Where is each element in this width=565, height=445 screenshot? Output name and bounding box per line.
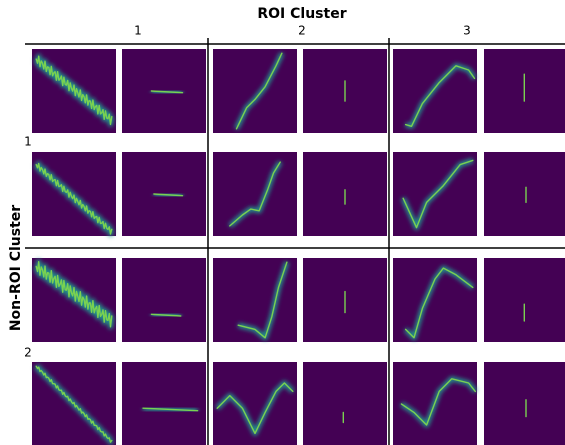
column-label: 2 (298, 24, 306, 38)
figure: ROI Cluster 1 2 3 Non-ROI Cluster 1 2 (0, 0, 565, 445)
thumbnail (32, 258, 116, 342)
thumbnail (303, 49, 387, 133)
thumbnail (303, 258, 387, 342)
thumbnail (122, 152, 206, 236)
thumbnail (393, 152, 477, 236)
column-label: 1 (134, 24, 142, 38)
row-label: 2 (24, 346, 32, 360)
page: ROI Cluster 1 2 3 Non-ROI Cluster 1 2 ((… (0, 0, 565, 445)
thumbnail-background (122, 258, 206, 342)
thumbnail (122, 49, 206, 133)
row-label: 1 (24, 135, 32, 149)
thumbnail-background (213, 49, 297, 133)
thumbnail-background (213, 152, 297, 236)
thumbnail (484, 258, 565, 342)
thumbnail (122, 258, 206, 342)
thumbnail (213, 49, 297, 133)
thumbnail (303, 362, 387, 445)
thumbnail (393, 362, 477, 445)
thumbnail (303, 152, 387, 236)
thumbnail (393, 49, 477, 133)
thumbnail (32, 362, 116, 445)
thumbnail (393, 258, 477, 342)
thumbnail (213, 152, 297, 236)
thumbnail (213, 258, 297, 342)
thumbnail-background (122, 362, 206, 445)
thumbnail (213, 362, 297, 445)
thumbnail (484, 362, 565, 445)
thumbnail-background (303, 362, 387, 445)
row-axis-label: Non-ROI Cluster (8, 205, 24, 331)
thumbnail-background (484, 258, 565, 342)
thumbnail (484, 152, 565, 236)
thumbnail (484, 49, 565, 133)
figure-title: ROI Cluster (257, 6, 346, 22)
column-label: 3 (463, 24, 471, 38)
panel-grid (32, 49, 565, 445)
thumbnail (32, 152, 116, 236)
thumbnail (122, 362, 206, 445)
thumbnail (32, 49, 116, 133)
